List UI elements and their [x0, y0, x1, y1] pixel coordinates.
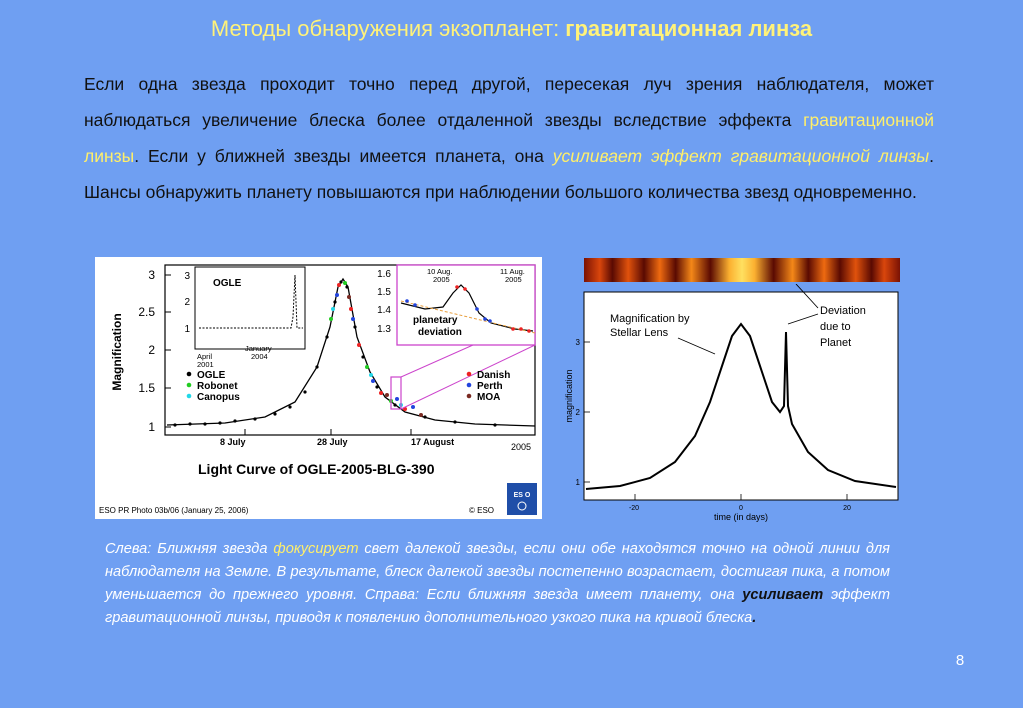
title-part2: гравитационная линза	[565, 16, 813, 41]
caption-text-3: эффект гравитационной линзы, приводя к п…	[105, 587, 890, 626]
x-tick-17-august: 17 August	[411, 437, 454, 447]
left-chart-title: Light Curve of OGLE-2005-BLG-390	[198, 461, 435, 477]
legend-dot-danish	[466, 371, 472, 377]
inset2-date-1: 10 Aug.	[427, 267, 452, 276]
page-number: 8	[955, 652, 965, 669]
legend-ogle: OGLE	[197, 370, 226, 381]
caption-text-2: свет далекой звезды, если они обе находя…	[105, 541, 890, 603]
inset1-x-april: April	[197, 352, 212, 361]
main-tick-2-5: 2.5	[138, 305, 155, 319]
right-y-tick-3: 3	[576, 338, 581, 347]
inset2-date-1-year: 2005	[433, 275, 450, 284]
para-text-3: . Шансы обнаружить планету повышаются пр…	[84, 146, 934, 202]
inset2-tick-1-6: 1.6	[377, 269, 391, 280]
figure-caption: Слева: Ближняя звезда фокусирует свет да…	[105, 538, 890, 630]
inset2-tick-1-5: 1.5	[377, 287, 391, 298]
legend-perth: Perth	[477, 381, 503, 392]
main-tick-2: 2	[148, 343, 155, 357]
right-x-tick-neg20: -20	[629, 505, 639, 512]
inset2-date-2-year: 2005	[505, 275, 522, 284]
deviation-label-1: Deviation	[820, 305, 866, 317]
x-tick-8-july: 8 July	[220, 437, 246, 447]
para-highlight-2: усиливает эффект гравитационной линзы	[552, 146, 930, 166]
inset2-tick-1-3: 1.3	[377, 324, 391, 335]
legend-moa: MOA	[477, 392, 500, 403]
legend-dot-robonet	[186, 382, 192, 388]
legend-dot-canopus	[186, 393, 192, 399]
right-y-tick-1: 1	[576, 478, 581, 487]
inset1-label: OGLE	[213, 278, 242, 289]
legend-robonet: Robonet	[197, 381, 238, 392]
stellar-label-1: Magnification by	[610, 313, 690, 325]
main-tick-1: 1	[148, 420, 155, 434]
para-highlight-1: гравитационной линзы	[84, 110, 934, 166]
deviation-label-3: Planet	[820, 337, 851, 349]
fringe-strip	[584, 258, 900, 282]
intro-paragraph: Если одна звезда проходит точно перед др…	[84, 66, 934, 210]
stellar-label-2: Stellar Lens	[610, 327, 669, 339]
svg-text:ES O: ES O	[514, 492, 531, 499]
main-tick-1-5: 1.5	[138, 381, 155, 395]
legend-dot-moa	[466, 393, 472, 399]
legend-canopus: Canopus	[197, 392, 240, 403]
caption-highlight-2: усиливает	[742, 587, 824, 603]
magnification-figure: magnification 3 2 1 -20 0 20 time (in da…	[564, 284, 899, 522]
x-tick-2005: 2005	[511, 442, 531, 452]
caption-highlight-1: фокусирует	[273, 541, 359, 557]
eso-logo: ES O	[507, 483, 537, 515]
inset2-label-2: deviation	[418, 327, 462, 338]
inset1-tick-2: 2	[184, 297, 190, 308]
caption-text-4: .	[752, 610, 757, 626]
right-y-tick-2: 2	[576, 408, 581, 417]
light-curve-figure: Magnification 3 2.5 2 1.5 1 3 2 1 OGLE A…	[95, 257, 542, 519]
legend-danish: Danish	[477, 370, 510, 381]
right-xlabel: time (in days)	[714, 512, 768, 522]
legend-dot-ogle	[186, 371, 192, 377]
title-part1: Методы обнаружения экзопланет:	[210, 16, 566, 41]
inset1-x-2004: 2004	[251, 352, 268, 361]
inset2-tick-1-4: 1.4	[377, 305, 391, 316]
para-text-1: Если одна звезда проходит точно перед др…	[84, 74, 934, 130]
inset1-x-2001: 2001	[197, 360, 214, 369]
caption-text-1: Слева: Ближняя звезда	[105, 541, 274, 557]
eso-copyright: © ESO	[469, 506, 494, 515]
main-tick-3: 3	[148, 268, 155, 282]
deviation-label-2: due to	[820, 321, 851, 333]
x-tick-28-july: 28 July	[317, 437, 348, 447]
inset1-tick-3: 3	[184, 271, 190, 282]
right-x-tick-0: 0	[739, 505, 743, 512]
left-ylabel: Magnification	[110, 313, 124, 390]
eso-credit: ESO PR Photo 03b/06 (January 25, 2006)	[99, 506, 249, 515]
inset2-date-2: 11 Aug.	[500, 267, 525, 276]
right-ylabel: magnification	[564, 369, 574, 422]
inset1-tick-1: 1	[184, 324, 190, 335]
right-x-tick-20: 20	[843, 505, 851, 512]
legend-dot-perth	[466, 382, 472, 388]
inset2-label-1: planetary	[413, 315, 458, 326]
para-text-2: . Если у ближней звезды имеется планета,…	[134, 146, 553, 166]
inset1-x-january: January	[245, 344, 272, 353]
page-title: Методы обнаружения экзопланет: гравитаци…	[0, 16, 1023, 42]
